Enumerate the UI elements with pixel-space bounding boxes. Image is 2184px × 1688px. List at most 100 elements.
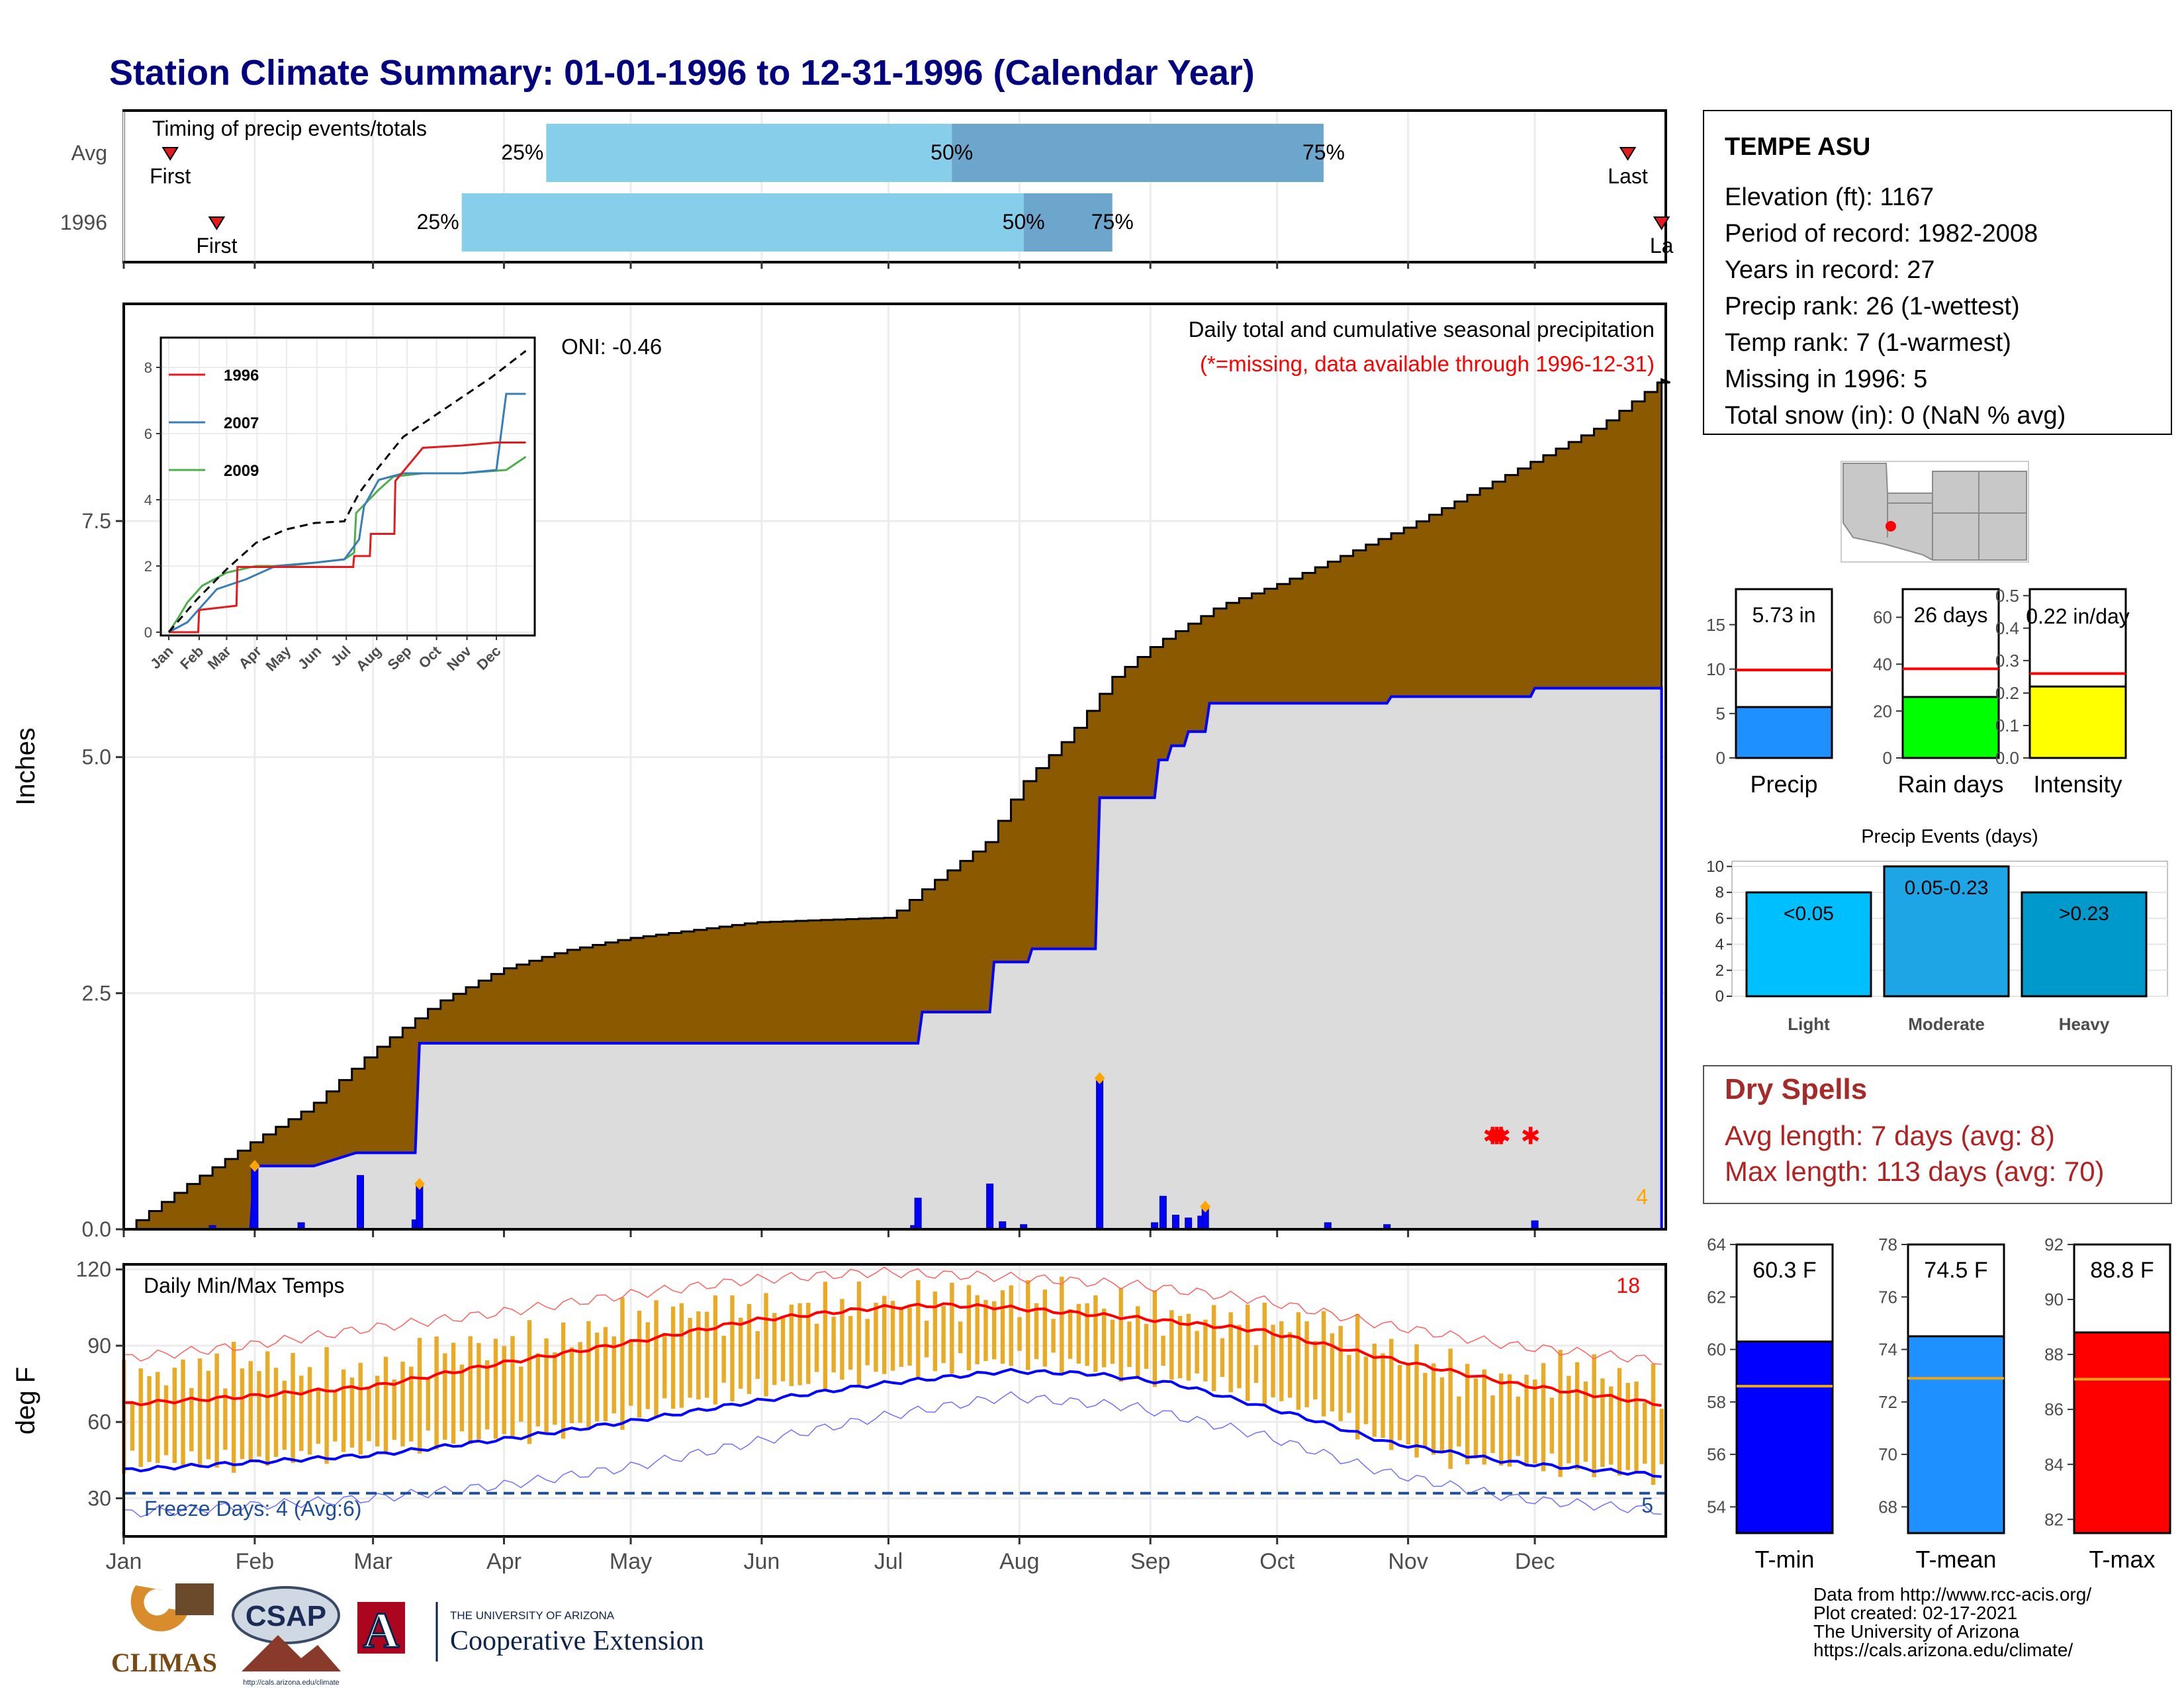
daily-temp-range: [1136, 1306, 1140, 1377]
events-category-label: Moderate: [1908, 1014, 1985, 1034]
daily-temp-range: [130, 1403, 135, 1451]
daily-temp-range: [1609, 1386, 1614, 1465]
month-label: Dec: [1515, 1549, 1555, 1574]
temp-ylabel: deg F: [11, 1367, 40, 1434]
station-info-line: Temp rank: 7 (1-warmest): [1725, 329, 2011, 357]
month-label: Mar: [353, 1549, 392, 1574]
daily-temp-range: [645, 1322, 650, 1409]
daily-temp-range: [1017, 1317, 1022, 1351]
daily-temp-range: [941, 1305, 946, 1364]
daily-temp-range: [1482, 1369, 1486, 1465]
daily-temp-range: [1363, 1356, 1369, 1425]
daily-temp-range: [1051, 1319, 1056, 1353]
gauge-value: 5.73 in: [1752, 603, 1815, 627]
timing-last-marker-label: Last: [1608, 164, 1648, 188]
timing-panel: Timing of precip events/totals Avg 1996 …: [60, 109, 1674, 269]
daily-temp-range: [214, 1353, 219, 1468]
inset-line-2007: [168, 393, 526, 633]
timing-last-marker: [1653, 216, 1670, 230]
gauge-label: Intensity: [2033, 771, 2122, 798]
month-label: Feb: [236, 1549, 275, 1574]
daily-temp-range: [958, 1321, 963, 1354]
freeze-days-label: Freeze Days: 4 (Avg:6): [144, 1497, 361, 1521]
daily-temp-range: [814, 1323, 819, 1372]
daily-temp-range: [1423, 1373, 1428, 1447]
daily-temp-range: [502, 1346, 506, 1434]
gauge-precip: 0 5 10 15 Precip 5.73 in: [1706, 588, 1833, 798]
temp-ytick-label: 120: [76, 1258, 111, 1282]
daily-temp-range: [933, 1291, 938, 1372]
record-diamond: [249, 1160, 260, 1172]
daily-temp-range: [1034, 1303, 1039, 1360]
daily-temp-range: [620, 1297, 625, 1430]
daily-temp-range: [890, 1301, 895, 1371]
gauge-tick-label: 88: [2044, 1344, 2064, 1364]
month-label: Aug: [999, 1549, 1040, 1574]
inset-ytick-label: 6: [144, 426, 152, 442]
missing-star: ✱: [1491, 1122, 1511, 1149]
record-diamond: [1200, 1200, 1211, 1213]
record-max-line: [123, 1266, 1662, 1365]
daily-temp-range: [1169, 1310, 1174, 1380]
station-info-lines: Elevation (ft): 1167 Period of record: 19…: [1725, 183, 2066, 430]
daily-temp-range: [1076, 1303, 1081, 1364]
daily-temp-range: [966, 1285, 972, 1371]
daily-temp-range: [257, 1371, 261, 1457]
daily-temp-range: [1457, 1396, 1461, 1447]
daily-temp-range: [1237, 1325, 1242, 1389]
missing-markers: ✱✱✱ ✱: [1482, 1122, 1541, 1149]
daily-temp-range: [138, 1368, 143, 1468]
gauge-tick-label: 0.2: [1995, 683, 2019, 703]
daily-temp-range: [240, 1368, 245, 1460]
daily-temp-range: [1567, 1376, 1571, 1464]
gauge-tick-label: 54: [1707, 1497, 1726, 1517]
footer-line-3: The University of Arizona: [1813, 1621, 2020, 1642]
daily-temp-range: [1431, 1363, 1436, 1455]
daily-temp-range: [1634, 1382, 1639, 1473]
daily-temp-range: [527, 1320, 532, 1444]
daily-temp-range: [299, 1376, 304, 1451]
timing-first-marker: [161, 147, 179, 161]
gauge-tick-label: 0.4: [1995, 618, 2019, 638]
daily-temp-range: [333, 1391, 338, 1442]
daily-temp-range: [1152, 1290, 1157, 1387]
daily-temp-range: [1287, 1332, 1293, 1398]
missing-star: ✱: [1482, 1122, 1502, 1149]
ua-logo: A THE UNIVERSITY OF ARIZONA Cooperative …: [357, 1602, 704, 1662]
daily-temp-range: [1262, 1302, 1267, 1407]
daily-temp-range: [349, 1378, 355, 1448]
daily-temp-range: [865, 1319, 870, 1366]
gauge-tick-label: 60: [1707, 1340, 1726, 1360]
daily-temp-range: [1279, 1321, 1284, 1401]
daily-temp-range: [704, 1311, 709, 1398]
daily-temp-range: [1414, 1344, 1419, 1458]
page-title: Station Climate Summary: 01-01-1996 to 1…: [109, 53, 1255, 93]
gauge-tick-label: 40: [1873, 654, 1892, 674]
daily-temp-range: [1473, 1378, 1479, 1459]
daily-temp-range: [383, 1356, 388, 1454]
precip-y-ticks: 0.0 2.5 5.0 7.5: [82, 509, 124, 1241]
daily-precip-bar: [416, 1184, 424, 1230]
daily-temp-range: [924, 1321, 929, 1358]
daily-temp-range: [806, 1303, 811, 1384]
daily-temp-range: [764, 1293, 768, 1397]
daily-temp-range: [459, 1364, 465, 1432]
record-markers: [249, 1072, 1211, 1213]
daily-temp-range: [231, 1342, 236, 1473]
daily-temp-range: [1651, 1364, 1656, 1485]
events-category-label: Heavy: [2059, 1014, 2110, 1034]
station-name: TEMPE ASU: [1725, 133, 1870, 161]
daily-temp-range: [1177, 1315, 1183, 1379]
temp-ytick-label: 30: [87, 1486, 111, 1510]
events-bar: [2021, 891, 2148, 998]
daily-temp-range: [1600, 1378, 1605, 1467]
daily-temp-range: [603, 1327, 608, 1421]
month-axis: Jan Feb Mar Apr May Jun Jul Aug Sep Oct Nov Dec: [106, 1536, 1555, 1574]
events-bars: 0 2 4 6 8 10 <0.05 Light 0.05-0.23 Moderate >0.23 H…: [1706, 858, 2168, 1034]
inset-ytick-label: 4: [144, 492, 152, 508]
gauge-t-min: 54 56 58 60 62 64 T-min 60.3 F: [1707, 1235, 1834, 1573]
daily-temp-range: [1659, 1409, 1664, 1464]
daily-temp-range: [1439, 1377, 1445, 1452]
daily-temp-range: [1330, 1333, 1335, 1412]
inset-line-1996: [169, 442, 526, 633]
